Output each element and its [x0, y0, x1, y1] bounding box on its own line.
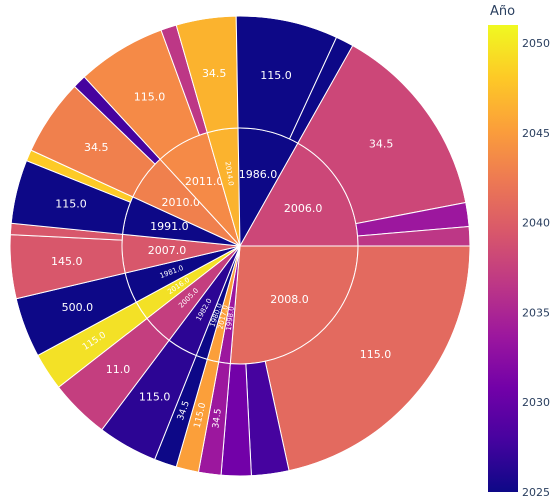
colorbar-tick-label: 2030 [522, 396, 550, 409]
outer-label: 34.5 [202, 67, 227, 80]
colorbar-tick-label: 2045 [522, 127, 550, 140]
outer-label: 115.0 [55, 198, 87, 211]
colorbar-title: Año [490, 4, 515, 19]
colorbar-tick-label: 2040 [522, 217, 550, 230]
inner-label: 1991.0 [150, 220, 189, 233]
colorbar-gradient [488, 25, 518, 492]
outer-label: 34.5 [84, 141, 109, 154]
inner-label: 1998.0 [225, 306, 236, 331]
colorbar-tick-label: 2050 [522, 37, 550, 50]
colorbar-tick-label: 2025 [522, 486, 550, 499]
colorbar-tick-label: 2035 [522, 306, 550, 319]
outer-label: 34.5 [211, 408, 224, 429]
inner-label: 2011.0 [185, 175, 224, 188]
outer-label: 115.0 [134, 90, 166, 103]
inner-label: 2010.0 [162, 196, 201, 209]
inner-label: 2014.0 [223, 161, 235, 186]
inner-label: 2007.0 [148, 244, 187, 257]
outer-label: 115.0 [139, 391, 171, 404]
outer-boundary [9, 15, 471, 477]
outer-label: 115.0 [360, 348, 392, 361]
outer-label: 34.5 [369, 137, 394, 150]
colorbar: Año 2025 2030 2035 2040 2045 2050 [488, 4, 550, 499]
inner-label: 2008.0 [270, 293, 309, 306]
inner-label: 2006.0 [284, 202, 323, 215]
inner-label: 1986.0 [239, 168, 278, 181]
outer-label: 11.0 [106, 363, 131, 376]
outer-label: 500.0 [62, 301, 94, 314]
outer-label: 115.0 [260, 69, 292, 82]
outer-label: 145.0 [51, 255, 83, 268]
sunburst-plot: 2008.01998.02017.01980.01982.02005.02016… [9, 15, 471, 477]
